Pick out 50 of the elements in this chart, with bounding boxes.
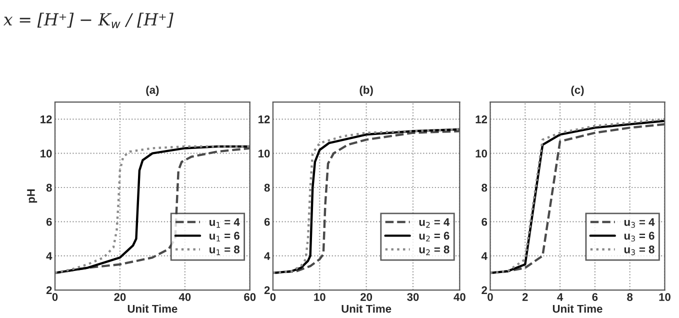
x-tick-label: 60 [244,293,256,301]
chart-title: (c) [571,86,584,96]
x-tick-label: 2 [522,293,528,301]
y-tick-label: 12 [476,115,488,124]
x-axis-title: Unit Time [128,304,178,313]
y-tick-label: 12 [40,115,52,124]
legend-label: u$_{3}$ = 4 [624,218,655,228]
legend-label: u$_{2}$ = 6 [419,232,450,242]
legend-label: u$_{2}$ = 8 [419,246,450,256]
y-tick-label: 4 [264,252,270,260]
y-tick-label: 6 [46,218,52,226]
x-tick-label: 30 [407,293,419,301]
text: x = [H⁺] − K$_{w}$ / [H⁺] [3,12,174,28]
x-tick-label: 10 [314,293,326,301]
y-tick-label: 8 [46,184,52,192]
x-axis-title: Unit Time [552,304,602,313]
x-tick-label: 40 [178,293,191,301]
y-tick-label: 6 [482,218,488,226]
legend-label: u$_{1}$ = 8 [210,246,240,256]
chart-title: (b) [360,86,373,96]
y-axis-title: pH [27,189,38,203]
x-axis-title: Unit Time [342,304,392,313]
x-tick-label: 4 [557,293,564,301]
y-tick-label: 6 [264,218,270,226]
x-tick-label: 0 [52,293,58,301]
y-tick-label: 2 [482,286,488,294]
x-tick-label: 20 [360,293,372,301]
x-tick-label: 40 [454,293,466,301]
x-tick-label: 6 [592,293,598,301]
y-tick-label: 10 [40,150,52,158]
chart-title: (a) [146,86,159,96]
x-tick-label: 20 [114,293,126,301]
x-tick-label: 0 [270,293,276,301]
y-tick-label: 10 [258,150,270,158]
legend-label: u$_{2}$ = 4 [419,218,450,228]
legend-label: u$_{3}$ = 8 [624,246,654,256]
y-tick-label: 2 [264,286,270,294]
legend-label: u$_{1}$ = 4 [210,218,240,228]
x-tick-label: 10 [659,293,670,301]
y-tick-label: 8 [264,184,270,192]
x-tick-label: 0 [488,293,493,301]
legend-label: u$_{1}$ = 6 [210,232,240,242]
y-tick-label: 10 [476,150,488,158]
legend-label: u$_{3}$ = 6 [624,232,654,242]
y-tick-label: 4 [46,252,52,260]
y-tick-label: 4 [481,252,488,260]
x-tick-label: 8 [627,293,633,301]
y-tick-label: 2 [46,286,52,294]
y-tick-label: 12 [258,115,270,124]
y-tick-label: 8 [482,184,488,192]
